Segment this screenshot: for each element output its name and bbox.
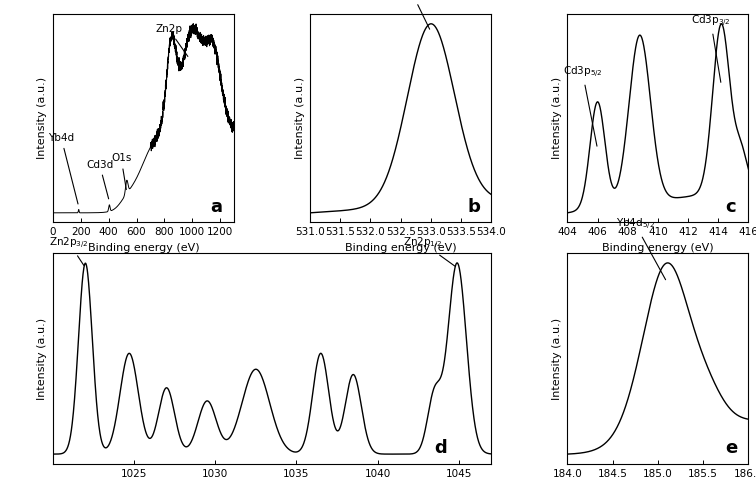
Text: Yb4d: Yb4d <box>48 133 78 204</box>
Text: a: a <box>210 198 222 216</box>
Text: O1s: O1s <box>111 153 132 190</box>
Text: Cd3p$_{3/2}$: Cd3p$_{3/2}$ <box>691 13 730 82</box>
X-axis label: Binding energy (eV): Binding energy (eV) <box>88 243 200 253</box>
Text: d: d <box>434 439 447 457</box>
Text: Zn2p$_{1/2}$: Zn2p$_{1/2}$ <box>403 236 455 266</box>
Text: O1s: O1s <box>402 0 429 29</box>
Text: c: c <box>725 198 736 216</box>
Y-axis label: Intensity (a.u.): Intensity (a.u.) <box>37 77 48 159</box>
Text: Zn2p: Zn2p <box>155 24 187 56</box>
Text: e: e <box>725 439 737 457</box>
X-axis label: Binding energy (eV): Binding energy (eV) <box>602 243 714 253</box>
Y-axis label: Intensity (a.u.): Intensity (a.u.) <box>295 77 305 159</box>
Text: Cd3d: Cd3d <box>86 160 113 199</box>
Text: b: b <box>468 198 481 216</box>
Text: Yb4d$_{5/2}$: Yb4d$_{5/2}$ <box>616 217 665 280</box>
X-axis label: Binding energy (eV): Binding energy (eV) <box>345 243 457 253</box>
Y-axis label: Intensity (a.u.): Intensity (a.u.) <box>37 317 48 400</box>
Text: Cd3p$_{5/2}$: Cd3p$_{5/2}$ <box>562 65 603 146</box>
Y-axis label: Intensity (a.u.): Intensity (a.u.) <box>552 77 562 159</box>
Text: Zn2p$_{3/2}$: Zn2p$_{3/2}$ <box>49 236 89 265</box>
Y-axis label: Intensity (a.u.): Intensity (a.u.) <box>552 317 562 400</box>
